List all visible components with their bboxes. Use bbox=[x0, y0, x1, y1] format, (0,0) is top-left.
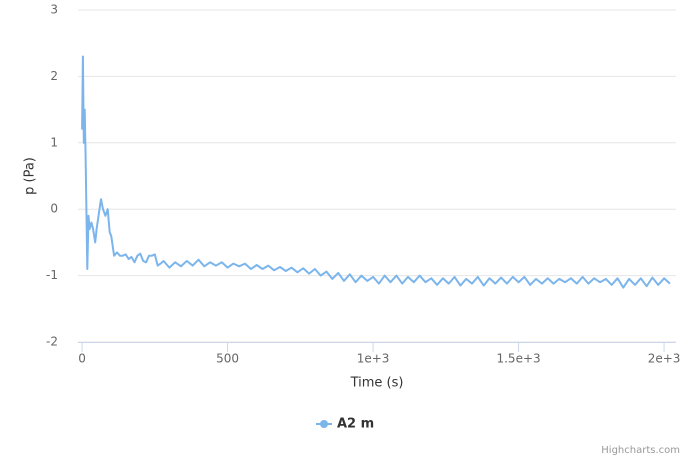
x-tick-label: 2e+3 bbox=[648, 352, 681, 366]
x-tick-label: 1.5e+3 bbox=[496, 352, 540, 366]
y-tick-label: -2 bbox=[46, 335, 58, 349]
x-tick-label: 500 bbox=[216, 352, 239, 366]
x-tick-label: 1e+3 bbox=[357, 352, 390, 366]
legend-symbol bbox=[320, 420, 328, 428]
series-line bbox=[81, 55, 671, 289]
x-tick-label: 0 bbox=[78, 352, 86, 366]
credits: Highcharts.com bbox=[601, 445, 680, 456]
legend-label[interactable]: A2 m bbox=[337, 417, 374, 432]
y-axis-title: p (Pa) bbox=[23, 157, 38, 195]
y-tick-label: 3 bbox=[50, 3, 58, 17]
y-tick-label: -1 bbox=[46, 268, 58, 282]
x-axis-title: Time (s) bbox=[350, 376, 404, 391]
y-tick-label: 1 bbox=[50, 135, 58, 149]
y-tick-label: 0 bbox=[50, 202, 58, 216]
y-tick-label: 2 bbox=[50, 69, 58, 83]
